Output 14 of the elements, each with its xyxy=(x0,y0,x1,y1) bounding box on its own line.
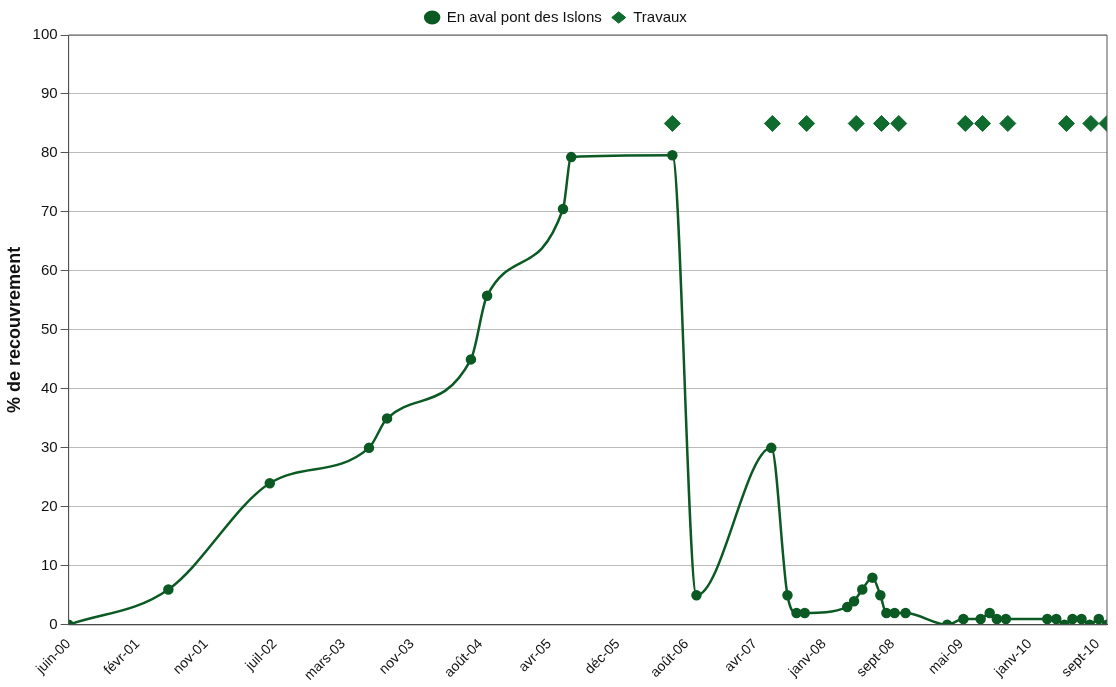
y-tick-label: 40 xyxy=(40,379,58,397)
y-tick-label: 0 xyxy=(49,614,58,632)
y-axis-title: % de recouvrement xyxy=(3,246,24,413)
y-tick-label: 100 xyxy=(32,25,58,43)
y-tick-label: 10 xyxy=(40,555,58,573)
legend-label: Travaux xyxy=(633,7,688,25)
y-tick-label: 90 xyxy=(40,84,58,102)
y-tick-label: 70 xyxy=(40,202,58,220)
y-tick-label: 80 xyxy=(40,143,58,161)
legend-label: En aval pont des Islons xyxy=(446,7,602,25)
y-tick-label: 60 xyxy=(40,261,58,279)
y-tick-label: 30 xyxy=(40,438,58,456)
y-tick-label: 20 xyxy=(40,496,58,514)
y-tick-label: 50 xyxy=(40,320,58,338)
